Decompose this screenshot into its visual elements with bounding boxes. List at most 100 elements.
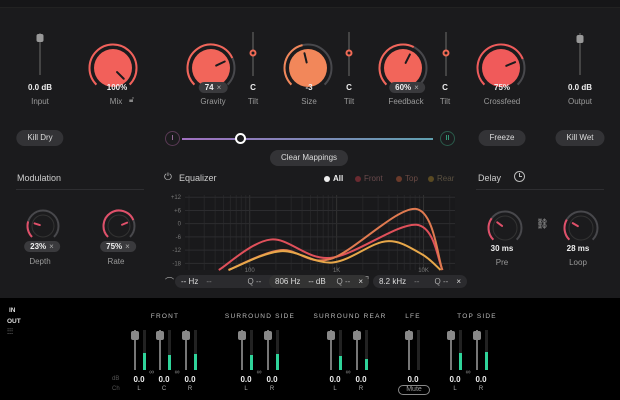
in-toggle[interactable]: IN <box>9 307 16 314</box>
knob-pointer <box>404 53 411 64</box>
morph-a-button[interactable]: I <box>165 131 180 146</box>
clock-icon[interactable] <box>514 171 525 182</box>
output-fader[interactable] <box>579 33 581 75</box>
gravity-clear-icon[interactable]: × <box>216 83 222 92</box>
lfe-mute-button[interactable]: Mute <box>398 385 430 395</box>
eq-graph[interactable]: +12 +6 0 -6 -12 -18 100 1K 10K <box>160 190 465 275</box>
channel-gain-value[interactable]: 0.0 <box>133 375 145 384</box>
link-icon[interactable]: ∞ <box>149 369 154 376</box>
tilt-handle-2[interactable] <box>345 49 353 57</box>
band-clear-icon[interactable]: × <box>358 277 363 286</box>
pre-delay-knob[interactable] <box>487 210 523 246</box>
depth-label: Depth <box>29 257 51 266</box>
channel-fader[interactable] <box>185 330 187 370</box>
depth-pill[interactable]: 23% × <box>24 241 60 252</box>
loop-delay-knob[interactable] <box>563 210 599 246</box>
channel-fader-handle[interactable] <box>156 331 164 340</box>
channel-fader-handle[interactable] <box>327 331 335 340</box>
channel-gain-value[interactable]: 0.0 <box>266 375 278 384</box>
channel-gain-value[interactable]: 0.0 <box>158 375 170 384</box>
crossfeed-knob[interactable] <box>476 43 526 93</box>
band-freq[interactable]: -- Hz <box>181 277 199 286</box>
rate-pill[interactable]: 75% × <box>100 241 136 252</box>
link-icon[interactable]: ∞ <box>256 369 262 376</box>
channel-fader[interactable] <box>241 330 243 370</box>
eq-band-2[interactable]: 806 Hz -- dB Q -- × <box>269 275 369 288</box>
eq-band-1[interactable]: -- Hz--Q --× <box>175 275 280 288</box>
channel-gain-value[interactable]: 0.0 <box>355 375 367 384</box>
mixer-settings-icon[interactable]: ⫶⫶⫶ <box>7 327 13 336</box>
eq-power-icon[interactable]: ⏻ <box>164 172 172 183</box>
channel-fader[interactable] <box>159 330 161 370</box>
channel-fader[interactable] <box>476 330 478 370</box>
channel-fader[interactable] <box>408 330 410 370</box>
out-toggle[interactable]: OUT <box>7 318 21 325</box>
knob-value-arc <box>283 44 303 86</box>
legend-all[interactable]: All <box>324 174 343 183</box>
channel-gain-value[interactable]: 0.0 <box>475 375 487 384</box>
band-freq[interactable]: 806 Hz <box>275 277 301 286</box>
clear-mappings-button[interactable]: Clear Mappings <box>269 150 349 166</box>
channel-fader-handle[interactable] <box>131 331 139 340</box>
channel-fader-handle[interactable] <box>238 331 246 340</box>
feedback-clear-icon[interactable]: × <box>414 83 419 92</box>
rate-clear-icon[interactable]: × <box>125 242 130 251</box>
mix-knob[interactable] <box>88 43 138 93</box>
channel-fader-handle[interactable] <box>447 331 455 340</box>
band-gain[interactable]: -- <box>206 277 212 286</box>
link-icon[interactable]: ∞ <box>345 369 351 376</box>
channel-gain-value[interactable]: 0.0 <box>407 375 419 384</box>
channel-fader-handle[interactable] <box>473 331 481 340</box>
morph-slider[interactable] <box>182 138 433 140</box>
high-cut-icon[interactable]: ⌝ <box>365 275 370 285</box>
depth-clear-icon[interactable]: × <box>49 242 54 251</box>
band-clear-icon[interactable]: × <box>456 277 461 286</box>
band-gain[interactable]: -- dB <box>308 277 326 286</box>
tilt-handle-3[interactable] <box>442 49 450 57</box>
freeze-button[interactable]: Freeze <box>478 130 526 146</box>
morph-b-button[interactable]: II <box>440 131 455 146</box>
tilt-handle-1[interactable] <box>249 49 257 57</box>
band-q[interactable]: Q -- <box>336 277 351 286</box>
size-knob[interactable] <box>283 43 333 93</box>
lock-icon[interactable]: 🔓︎ <box>129 95 135 104</box>
channel-fader-handle[interactable] <box>353 331 361 340</box>
input-fader-handle[interactable] <box>36 34 44 42</box>
depth-knob[interactable] <box>26 209 60 243</box>
channel-gain-value[interactable]: 0.0 <box>240 375 252 384</box>
channel-fader-handle[interactable] <box>405 331 413 340</box>
kill-wet-button[interactable]: Kill Wet <box>555 130 605 146</box>
channel-fader-handle[interactable] <box>182 331 190 340</box>
feedback-pill[interactable]: 60% × <box>389 82 425 93</box>
channel-gain-value[interactable]: 0.0 <box>449 375 461 384</box>
low-cut-icon[interactable]: ⌒ <box>165 277 175 287</box>
channel-gain-value[interactable]: 0.0 <box>329 375 341 384</box>
input-fader[interactable] <box>39 33 41 75</box>
link-icon[interactable]: ∞ <box>465 369 471 376</box>
kill-dry-button[interactable]: Kill Dry <box>16 130 64 146</box>
legend-front[interactable]: Front <box>355 174 383 183</box>
channel-fader-handle[interactable] <box>264 331 272 340</box>
band-q[interactable]: Q -- <box>434 277 449 286</box>
feedback-knob[interactable] <box>378 43 428 93</box>
output-fader-handle[interactable] <box>576 35 584 43</box>
channel-fader[interactable] <box>330 330 332 370</box>
channel-fader[interactable] <box>134 330 136 370</box>
rate-knob[interactable] <box>102 209 136 243</box>
band-freq[interactable]: 8.2 kHz <box>379 277 407 286</box>
channel-gain-value[interactable]: 0.0 <box>184 375 196 384</box>
eq-band-3[interactable]: 8.2 kHz -- Q -- × <box>373 275 467 288</box>
gravity-knob[interactable] <box>186 43 236 93</box>
morph-slider-handle[interactable] <box>234 133 246 144</box>
channel-fader[interactable] <box>267 330 269 370</box>
gravity-pill[interactable]: 74 × <box>198 82 228 93</box>
unlink-icon[interactable]: ⛓︎ <box>536 219 549 230</box>
band-q[interactable]: Q -- <box>247 277 262 286</box>
legend-rear[interactable]: Rear <box>428 174 454 183</box>
meter-level <box>459 353 462 370</box>
link-icon[interactable]: ∞ <box>174 369 180 376</box>
channel-fader[interactable] <box>356 330 358 370</box>
band-gain[interactable]: -- <box>414 277 420 286</box>
legend-top[interactable]: Top <box>396 174 418 183</box>
channel-fader[interactable] <box>450 330 452 370</box>
